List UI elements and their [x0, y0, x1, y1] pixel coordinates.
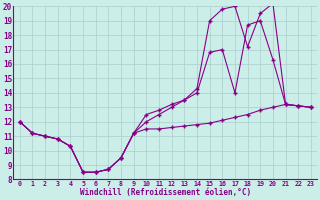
X-axis label: Windchill (Refroidissement éolien,°C): Windchill (Refroidissement éolien,°C)	[80, 188, 251, 197]
